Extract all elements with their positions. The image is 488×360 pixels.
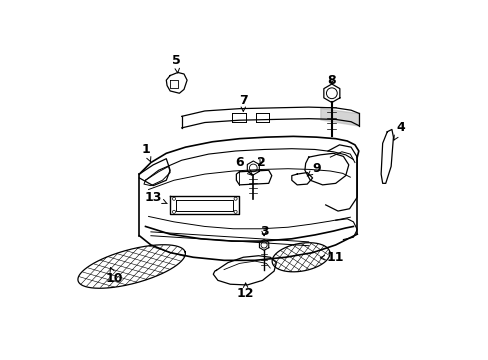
Text: 13: 13 [144, 191, 167, 204]
Text: 7: 7 [239, 94, 247, 111]
Text: 12: 12 [236, 283, 254, 300]
Text: 3: 3 [259, 225, 268, 238]
Text: 2: 2 [256, 156, 265, 169]
Text: 11: 11 [320, 251, 344, 264]
Text: 1: 1 [141, 143, 150, 162]
Text: 5: 5 [172, 54, 180, 73]
Text: 6: 6 [235, 156, 252, 175]
Text: 9: 9 [306, 162, 320, 176]
Text: 10: 10 [106, 267, 123, 284]
Text: 4: 4 [393, 121, 405, 140]
Text: 8: 8 [327, 74, 335, 87]
